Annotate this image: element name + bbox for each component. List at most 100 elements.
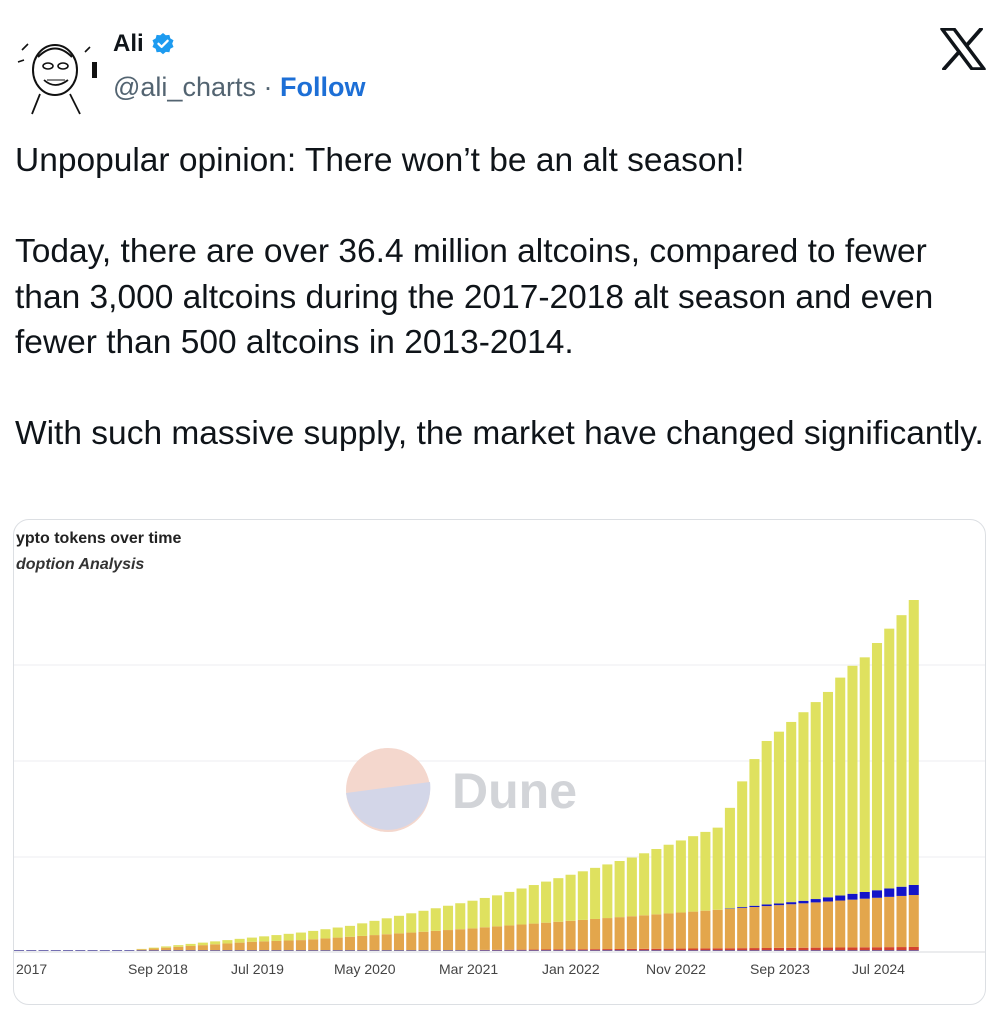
bar-segment-purple (492, 950, 503, 951)
bar-segment-orange (393, 933, 405, 951)
bar-segment-purple (75, 950, 86, 951)
bar-segment-yellow (148, 947, 159, 949)
bar-segment-orange (161, 947, 172, 951)
bar-segment-purple (688, 950, 699, 951)
bar-segment-orange (602, 918, 613, 950)
bar-segment-yellow (761, 740, 772, 905)
bar-segment-purple (38, 950, 49, 951)
chart-card[interactable]: ypto tokens over time doption Analysis D… (13, 519, 986, 1005)
bar-segment-orange (749, 907, 760, 949)
bar-segment-yellow (590, 867, 601, 919)
bar-segment-orange (798, 903, 809, 948)
bar-segment-yellow (896, 615, 907, 887)
bar-segment-yellow (810, 702, 821, 900)
bar-segment-red (871, 947, 883, 951)
bar-segment-orange (308, 939, 319, 951)
author-name[interactable]: Ali (113, 30, 144, 57)
bar-segment-yellow (222, 940, 233, 944)
bar-segment-orange (577, 919, 588, 950)
bar-segment-orange (614, 917, 625, 949)
bar-segment-purple (602, 950, 613, 951)
bar-segment-red (724, 948, 735, 951)
bar-segment-yellow (295, 932, 306, 941)
bar-segment-orange (639, 915, 650, 949)
bar-segment-purple (822, 950, 833, 951)
x-tick-label: Mar 2021 (439, 961, 498, 977)
bar-segment-orange (761, 906, 772, 948)
bar-segment-yellow (528, 885, 539, 924)
bar-segment-orange (626, 916, 637, 949)
bar-segment-orange (271, 940, 282, 951)
bar-segment-yellow (675, 840, 686, 913)
bar-segment-purple (357, 950, 368, 951)
x-tick-label: May 2020 (334, 961, 396, 977)
bar-segment-orange (835, 900, 846, 948)
bar-segment-purple (577, 950, 588, 951)
bar-segment-orange (197, 945, 208, 951)
bar-segment-yellow (847, 665, 858, 894)
bar-segment-purple (14, 950, 25, 951)
x-logo-icon[interactable] (940, 28, 986, 70)
bar-segment-orange (773, 905, 784, 948)
bar-segment-purple (442, 950, 454, 951)
bar-segment-purple (798, 950, 809, 951)
bar-segment-purple (528, 950, 539, 951)
bar-segment-purple (50, 950, 61, 951)
x-tick-label: Nov 2022 (646, 961, 706, 977)
avatar[interactable] (10, 22, 105, 117)
tweet-header: Ali @ali_charts · Follow (0, 0, 999, 120)
bar-segment-purple (173, 950, 184, 951)
follow-button[interactable]: Follow (280, 72, 366, 102)
x-tick-label: Jul 2024 (852, 961, 905, 977)
bar-segment-yellow (259, 936, 270, 942)
tweet-text: Unpopular opinion: There won’t be an alt… (15, 142, 984, 452)
bar-segment-orange (210, 944, 221, 951)
bar-segment-yellow (712, 827, 723, 910)
bar-segment-yellow (871, 642, 883, 891)
bar-segment-yellow (602, 864, 613, 919)
bar-segment-yellow (626, 857, 637, 917)
bar-segment-orange (810, 902, 821, 948)
bar-segment-purple (773, 950, 784, 951)
bar-segment-blue (871, 890, 883, 898)
bar-segment-orange (283, 940, 294, 951)
bar-segment-yellow (406, 913, 417, 933)
bar-segment-purple (222, 950, 233, 951)
author-handle[interactable]: @ali_charts (113, 72, 256, 102)
bar-segment-yellow (173, 945, 184, 947)
bar-segment-red (614, 948, 625, 951)
bar-segment-orange (528, 923, 539, 950)
bar-segment-red (577, 949, 588, 951)
bar-segment-red (884, 947, 895, 951)
bar-segment-purple (63, 950, 74, 951)
bar-segment-orange (148, 948, 159, 951)
bar-segment-purple (786, 950, 797, 951)
bar-segment-purple (724, 950, 735, 951)
bar-segment-yellow (724, 807, 735, 909)
bar-segment-orange (479, 927, 490, 950)
bar-segment-yellow (822, 691, 833, 898)
bar-segment-orange (357, 935, 368, 951)
bar-segment-purple (859, 950, 870, 951)
bar-segment-blue (896, 886, 907, 896)
bar-segment-orange (259, 941, 270, 951)
bar-segment-purple (455, 950, 466, 951)
bar-segment-yellow (884, 628, 895, 889)
bar-segment-red (749, 948, 760, 951)
bar-segment-orange (222, 943, 233, 951)
bar-segment-purple (884, 950, 895, 951)
bar-segment-purple (26, 950, 37, 951)
bar-segment-orange (908, 895, 919, 947)
bar-segment-purple (406, 950, 417, 951)
bar-segment-purple (516, 950, 527, 951)
bar-segment-red (541, 949, 552, 951)
bar-segment-orange (688, 911, 699, 949)
bar-segment-orange (847, 899, 858, 948)
bar-segment-yellow (197, 942, 208, 946)
bar-segment-yellow (908, 600, 919, 885)
bar-segment-blue (798, 900, 809, 904)
bar-segment-orange (504, 925, 515, 950)
bar-segment-yellow (835, 677, 846, 896)
bar-segment-purple (541, 950, 552, 951)
author-handle-row: @ali_charts · Follow (113, 72, 365, 103)
